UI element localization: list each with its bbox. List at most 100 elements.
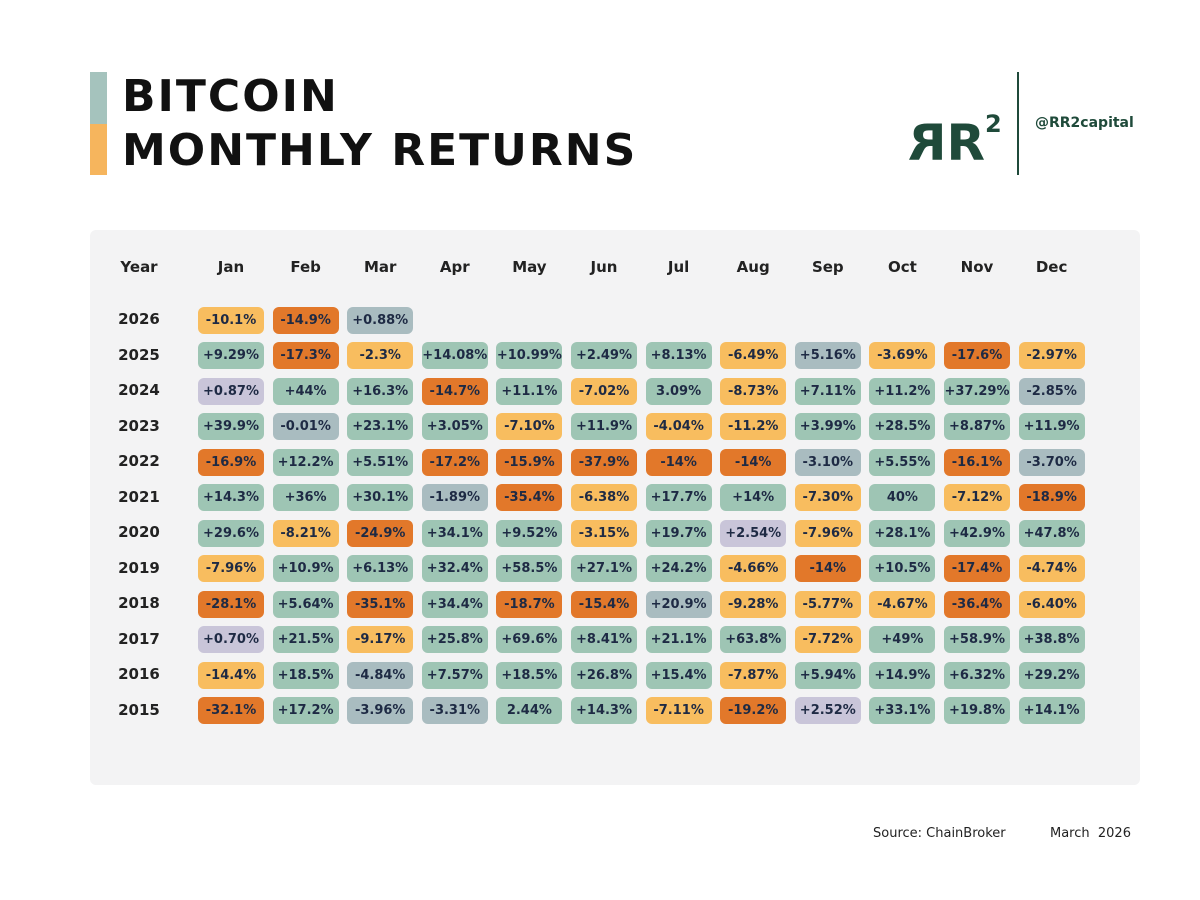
return-cell: -3.31% [421,697,488,724]
return-cell: +34.4% [421,590,488,618]
date: March 2026 [1050,826,1131,841]
row-year: 2022 [118,452,160,470]
return-cell: +17.2% [272,697,339,724]
return-cell: -4.84% [347,661,414,689]
return-cell: -4.67% [869,590,936,618]
return-cell: +28.5% [869,413,936,440]
return-cell: +36% [272,484,339,511]
divider [1017,72,1019,175]
return-cell: -17.4% [944,555,1010,582]
return-cell: -11.2% [720,413,787,440]
return-cell: +20.9% [645,590,712,618]
return-cell: -7.12% [944,484,1010,511]
return-cell: -14.4% [198,661,264,689]
return-cell: -3.10% [794,448,861,476]
return-cell: +42.9% [944,519,1010,547]
return-cell: -3.69% [869,342,936,369]
return-cell: +0.88% [347,306,414,334]
return-cell: +18.5% [272,661,339,689]
return-cell: +14.08% [421,342,488,369]
return-cell: +26.8% [571,661,637,689]
return-cell: +17.7% [645,484,712,511]
column-header: Dec [1035,258,1068,276]
return-cell: -3.70% [1018,448,1085,476]
return-cell: +28.1% [869,519,936,547]
return-cell: +7.57% [421,661,488,689]
return-cell: +23.1% [347,413,414,440]
return-cell: -18.7% [496,590,563,618]
return-cell: +19.8% [944,697,1010,724]
return-cell: +2.52% [794,697,861,724]
return-cell: +8.41% [571,626,637,653]
return-cell: +11.9% [1018,413,1085,440]
return-cell: -16.9% [198,448,264,476]
return-cell: -7.96% [198,555,264,582]
return-cell: -9.28% [720,590,787,618]
return-cell: +30.1% [347,484,414,511]
return-cell: +14.3% [198,484,264,511]
title-bar-top [90,72,107,124]
return-cell: +10.99% [496,342,563,369]
return-cell: -2.97% [1018,342,1085,369]
return-cell: +8.87% [944,413,1010,440]
return-cell: +34.1% [421,519,488,547]
column-header: Jun [590,258,618,276]
return-cell: -6.40% [1018,590,1085,618]
return-cell: +6.32% [944,661,1010,689]
return-cell: +10.9% [272,555,339,582]
column-header: Oct [887,258,917,276]
row-year: 2026 [118,310,160,328]
title: BITCOIN MONTHLY RETURNS [122,70,637,178]
return-cell: +9.29% [198,342,264,369]
return-cell: -9.17% [347,626,414,653]
return-cell: +32.4% [421,555,488,582]
return-cell: +14.3% [571,697,637,724]
column-header: Nov [960,258,994,276]
return-cell: -6.49% [720,342,787,369]
return-cell: -5.77% [794,590,861,618]
return-cell: +21.5% [272,626,339,653]
return-cell: +11.1% [496,377,563,405]
return-cell: +11.2% [869,377,936,405]
return-cell: -7.87% [720,661,787,689]
column-header: Sep [811,258,844,276]
row-year: 2025 [118,345,160,364]
row-year: 2023 [118,416,160,435]
title-bar-bottom [90,124,107,175]
return-cell: +39.9% [198,413,264,440]
return-cell: -8.21% [272,519,339,547]
return-cell: +58.5% [496,555,563,582]
return-cell: -18.9% [1018,484,1085,511]
return-cell: +29.6% [198,519,264,547]
column-header: Jul [667,258,690,276]
return-cell: -14% [645,448,712,476]
return-cell: -2.3% [347,342,414,369]
return-cell: +0.70% [198,626,264,653]
column-header: Aug [736,258,770,276]
return-cell: +47.8% [1018,519,1085,547]
title-line: MONTHLY RETURNS [122,125,638,176]
return-cell: +7.11% [794,377,861,405]
return-cell: +2.54% [720,519,787,547]
return-cell: -16.1% [944,448,1010,476]
return-cell: +14% [720,484,787,511]
return-cell: +6.13% [347,555,414,582]
return-cell: +25.8% [421,626,488,653]
return-cell: +29.2% [1018,661,1085,689]
row-year: 2015 [118,700,160,719]
column-header: Year [120,258,158,276]
return-cell: 2.44% [496,697,563,724]
column-header: Feb [290,258,321,276]
return-cell: +0.87% [198,377,264,405]
return-cell: +14.9% [869,661,936,689]
return-cell: +5.55% [869,448,936,476]
logo: RR2 [908,110,1002,172]
column-header: Mar [363,258,397,276]
handle: @RR2capital [1035,115,1134,131]
return-cell: +69.6% [496,626,563,653]
return-cell: +19.7% [645,519,712,547]
return-cell: -7.11% [645,697,712,724]
return-cell: -4.04% [645,413,712,440]
title-line: BITCOIN [122,71,339,122]
